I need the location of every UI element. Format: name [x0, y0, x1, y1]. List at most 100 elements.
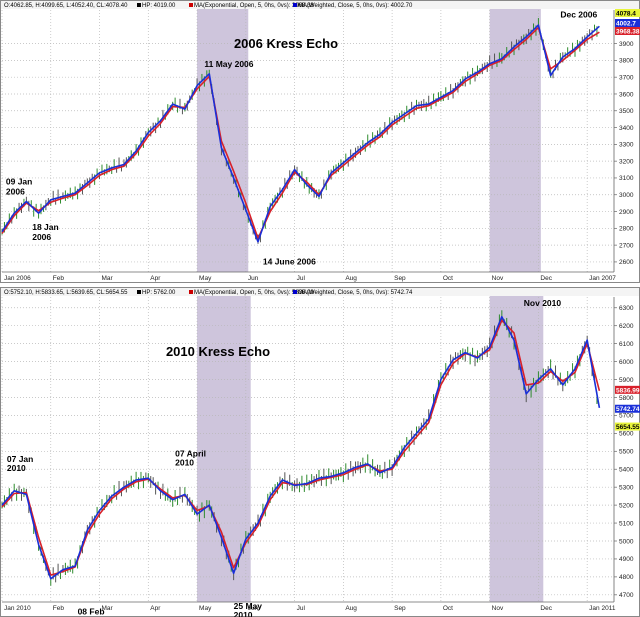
- annotation-label: 14 June 2006: [263, 256, 316, 266]
- price-tag-label: 3968.38: [616, 29, 640, 36]
- y-tick-label: 6300: [619, 305, 634, 312]
- y-tick-label: 6000: [619, 359, 634, 366]
- annotation-label: 08 Feb: [78, 607, 105, 617]
- header-swatch: [189, 290, 193, 294]
- y-tick-label: 2900: [619, 209, 634, 216]
- x-tick-label: Sep: [394, 605, 406, 612]
- y-tick-label: 5100: [619, 520, 634, 527]
- y-tick-label: 4700: [619, 592, 634, 599]
- annotation-label: 2006: [32, 232, 51, 242]
- header-bar: [1, 288, 639, 296]
- header-swatch: [293, 3, 297, 7]
- y-tick-label: 3500: [619, 108, 634, 115]
- annotation-label: 07 April: [175, 449, 206, 459]
- x-tick-label: Apr: [150, 275, 161, 282]
- x-tick-label: Jan 2011: [589, 605, 616, 612]
- y-tick-label: 5600: [619, 431, 634, 438]
- y-tick-label: 6100: [619, 341, 634, 348]
- price-tag: [615, 385, 640, 394]
- header-swatch: [293, 290, 297, 294]
- annotation-label: Dec 2006: [560, 10, 597, 20]
- header-swatch: [137, 3, 141, 7]
- x-tick-label: May: [199, 605, 212, 612]
- annotation-label: 2010: [175, 458, 194, 468]
- chart-panel-1: O:4062.85, H:4099.65, L:4052.40, CL:4078…: [0, 0, 640, 283]
- price-tag-label: 5654.55: [616, 424, 640, 431]
- y-tick-label: 2800: [619, 226, 634, 233]
- x-tick-label: Nov: [492, 275, 504, 282]
- x-tick-label: Jan 2007: [589, 275, 616, 282]
- x-tick-label: Jan 2006: [4, 275, 31, 282]
- x-tick-label: Dec: [540, 275, 552, 282]
- y-tick-label: 3000: [619, 192, 634, 199]
- x-tick-label: Oct: [443, 275, 453, 282]
- header-swatch: [189, 3, 193, 7]
- header-hp: HP: 5762.00: [142, 290, 176, 296]
- annotation-label: 18 Jan: [32, 222, 58, 232]
- series-line-weighted: [1, 315, 601, 580]
- annotation-label: 2006: [6, 187, 25, 197]
- price-tag: [615, 27, 640, 35]
- y-tick-label: 5800: [619, 395, 634, 402]
- annotation-label: 09 Jan: [6, 177, 32, 187]
- x-tick-label: Jan 2010: [4, 605, 31, 612]
- x-tick-label: Mar: [102, 605, 114, 612]
- x-tick-label: Nov: [492, 605, 504, 612]
- header-ma-wt: MA(Weighted, Close, 5, 0hs, 0vs): 4002.7…: [298, 3, 413, 9]
- x-tick-label: Jun: [248, 605, 259, 612]
- y-tick-label: 5900: [619, 377, 634, 384]
- x-tick-label: Sep: [394, 275, 406, 282]
- y-tick-label: 3900: [619, 41, 634, 48]
- price-tag-label: 4078.4: [616, 11, 636, 18]
- price-tag-label: 4002.7: [616, 21, 636, 28]
- y-tick-label: 3700: [619, 74, 634, 81]
- x-tick-label: Aug: [345, 605, 357, 612]
- y-tick-label: 3600: [619, 91, 634, 98]
- x-tick-label: Oct: [443, 605, 453, 612]
- y-tick-label: 5300: [619, 484, 634, 491]
- header-hp: HP: 4019.00: [142, 3, 176, 9]
- y-tick-label: 5000: [619, 538, 634, 545]
- x-tick-label: Aug: [345, 275, 357, 282]
- header-ohlc: O:5752.10, H:5833.65, L:5639.65, CL:5654…: [4, 290, 128, 296]
- annotation-label: 25 May: [234, 601, 263, 611]
- price-tag: [615, 9, 640, 17]
- header-ma-exp: MA(Exponential, Open, 5, 0hs, 0vs): 5836…: [194, 290, 314, 296]
- y-tick-label: 5400: [619, 467, 634, 474]
- price-tag: [615, 404, 640, 413]
- y-tick-label: 4900: [619, 556, 634, 563]
- series-line-weighted: [1, 24, 600, 243]
- y-tick-label: 3400: [619, 125, 634, 132]
- x-tick-label: Jun: [248, 275, 259, 282]
- chart-panel-2: O:5752.10, H:5833.65, L:5639.65, CL:5654…: [0, 287, 640, 617]
- annotation-label: 2010: [78, 616, 97, 617]
- annotation-label: 07 Jan: [7, 454, 33, 464]
- y-tick-label: 5200: [619, 502, 634, 509]
- header-swatch: [137, 290, 141, 294]
- y-tick-label: 3200: [619, 158, 634, 165]
- y-tick-label: 5500: [619, 449, 634, 456]
- y-tick-label: 4800: [619, 574, 634, 581]
- price-tag: [615, 422, 640, 431]
- y-tick-label: 2700: [619, 242, 634, 249]
- x-tick-label: Jul: [297, 275, 306, 282]
- annotation-label: 2010: [7, 463, 26, 473]
- price-tag-label: 5836.99: [616, 387, 640, 394]
- x-tick-label: Apr: [150, 605, 161, 612]
- price-tag: [615, 19, 640, 27]
- annotation-label: 2010: [234, 610, 253, 617]
- y-tick-label: 3100: [619, 175, 634, 182]
- x-tick-label: Jul: [297, 605, 306, 612]
- panel-frame: [0, 287, 640, 617]
- header-ma-wt: MA(Weighted, Close, 5, 0hs, 0vs): 5742.7…: [298, 290, 413, 296]
- y-tick-label: 5700: [619, 413, 634, 420]
- header-ma-exp: MA(Exponential, Open, 5, 0hs, 0vs): 3968…: [194, 3, 314, 9]
- x-tick-label: Mar: [102, 275, 114, 282]
- header-bar: [1, 1, 639, 9]
- chart-title: 2006 Kress Echo: [234, 36, 338, 51]
- x-tick-label: Feb: [53, 275, 65, 282]
- header-ohlc: O:4062.85, H:4099.65, L:4052.40, CL:4078…: [4, 3, 128, 9]
- y-tick-label: 3800: [619, 58, 634, 65]
- price-tag-label: 5742.74: [616, 406, 640, 413]
- x-tick-label: May: [199, 275, 212, 282]
